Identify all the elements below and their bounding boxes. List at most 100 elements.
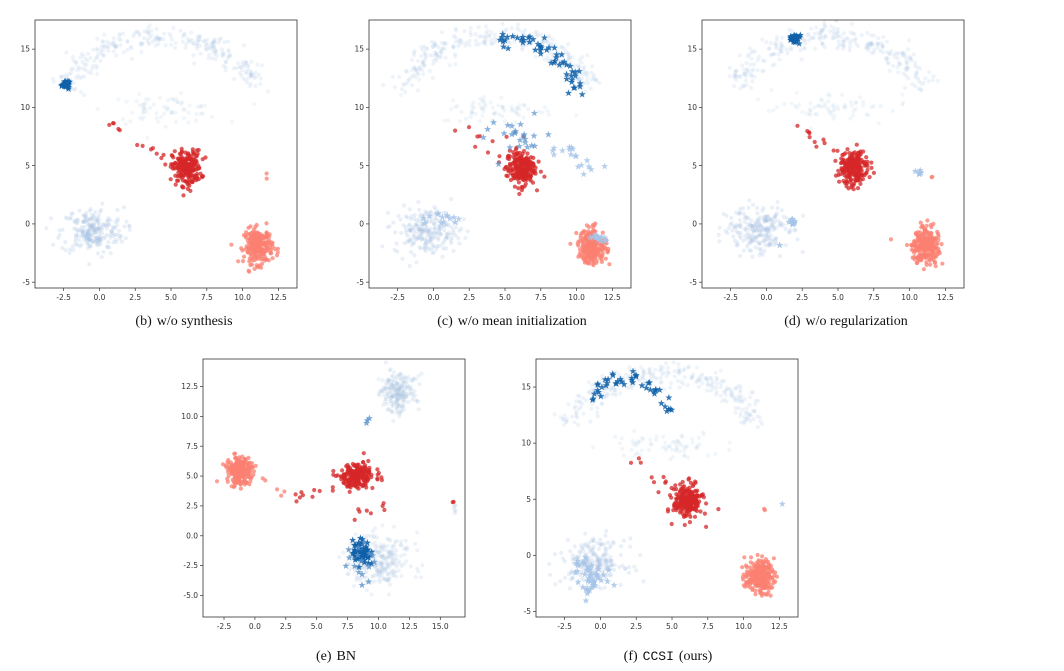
point [900, 102, 905, 107]
point [398, 394, 403, 399]
point [198, 104, 203, 109]
point [550, 37, 556, 42]
point [558, 45, 563, 50]
point [146, 31, 151, 36]
point [88, 232, 93, 237]
point [773, 41, 778, 46]
point [667, 444, 672, 449]
point [896, 70, 901, 75]
point [410, 83, 415, 88]
point [86, 217, 91, 222]
point [812, 105, 817, 110]
point [393, 230, 398, 235]
point [199, 111, 204, 116]
point [564, 416, 569, 421]
point [401, 396, 406, 401]
point [443, 236, 448, 242]
point [753, 245, 758, 250]
point [744, 214, 749, 219]
point [897, 62, 902, 67]
point [414, 218, 419, 223]
series-faint-mid [590, 428, 732, 462]
point [530, 161, 536, 166]
point [402, 395, 407, 400]
point [651, 374, 656, 379]
point [817, 37, 822, 42]
point [223, 59, 228, 65]
point [109, 42, 114, 47]
point [427, 69, 432, 74]
point [845, 179, 850, 184]
point [51, 79, 56, 84]
point [385, 566, 390, 571]
point [582, 81, 587, 86]
point [101, 44, 106, 49]
point [84, 236, 89, 241]
point [247, 475, 252, 480]
point [390, 410, 395, 415]
point [502, 166, 507, 172]
point [738, 211, 743, 216]
point [95, 226, 100, 231]
point [609, 558, 614, 563]
point [390, 378, 395, 384]
point [490, 139, 495, 144]
point [432, 40, 437, 45]
point [438, 231, 443, 236]
point [749, 86, 754, 91]
point [806, 38, 812, 43]
point [197, 43, 202, 49]
point [389, 373, 394, 379]
point [525, 151, 530, 156]
point [511, 155, 517, 160]
point [608, 388, 613, 393]
point [913, 73, 918, 78]
point [107, 232, 112, 238]
point [763, 238, 768, 243]
point [514, 110, 519, 115]
point [591, 547, 596, 552]
point [117, 33, 122, 38]
point [187, 161, 193, 166]
point [490, 105, 496, 110]
point [108, 228, 114, 233]
point [853, 101, 858, 106]
point [928, 246, 933, 252]
point [769, 217, 774, 222]
point [390, 560, 395, 565]
point [431, 234, 436, 239]
point [82, 62, 87, 67]
point [772, 220, 777, 225]
point [69, 67, 74, 72]
point [187, 166, 192, 171]
point [600, 373, 605, 378]
point [755, 223, 760, 228]
point [613, 387, 618, 393]
point [65, 216, 70, 221]
point [500, 104, 505, 109]
point [100, 222, 106, 227]
point [370, 529, 375, 534]
point [145, 37, 150, 43]
point [389, 382, 394, 387]
point [369, 592, 374, 597]
point [751, 202, 756, 207]
point [457, 39, 462, 44]
point [755, 58, 760, 63]
point [391, 550, 396, 555]
point [90, 224, 96, 229]
point [166, 106, 171, 112]
point [379, 567, 384, 572]
point [106, 240, 111, 245]
point [195, 166, 200, 171]
point [579, 76, 585, 81]
point [426, 246, 431, 252]
series-light-red [229, 221, 281, 274]
point [648, 437, 653, 442]
x-tick-label: 10.0 [568, 293, 585, 302]
point [793, 103, 798, 109]
point [823, 34, 828, 39]
point [252, 266, 257, 271]
point [140, 41, 145, 46]
point [618, 391, 623, 396]
